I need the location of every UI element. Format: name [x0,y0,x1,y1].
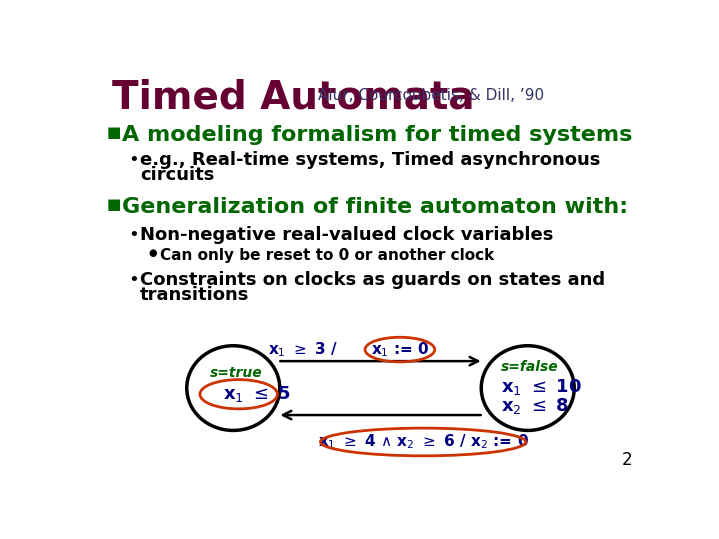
Text: e.g., Real-time systems, Timed asynchronous: e.g., Real-time systems, Timed asynchron… [140,151,600,169]
Text: circuits: circuits [140,167,215,184]
Text: x$_1$ $\geq$ 3 /: x$_1$ $\geq$ 3 / [268,340,338,359]
Text: ■: ■ [107,125,122,140]
Text: x$_1$ := 0: x$_1$ := 0 [370,340,429,359]
Text: ■: ■ [107,197,122,212]
Text: •: • [129,151,139,169]
Text: transitions: transitions [140,286,249,305]
Text: •: • [129,271,139,289]
Text: x$_2$ $\leq$ 8: x$_2$ $\leq$ 8 [500,396,569,416]
Text: s=true: s=true [210,365,262,379]
Text: s=false: s=false [500,360,558,374]
Text: •: • [129,226,139,244]
Text: Alur, Courcoubetis, & Dill, ’90: Alur, Courcoubetis, & Dill, ’90 [319,88,544,103]
Text: Generalization of finite automaton with:: Generalization of finite automaton with: [122,197,628,217]
Text: x$_1$ $\leq$ 10: x$_1$ $\leq$ 10 [500,377,582,397]
Text: Non-negative real-valued clock variables: Non-negative real-valued clock variables [140,226,554,244]
Text: Can only be reset to 0 or another clock: Can only be reset to 0 or another clock [160,248,494,263]
Text: A modeling formalism for timed systems: A modeling formalism for timed systems [122,125,633,145]
Text: Timed Automata: Timed Automata [111,79,474,116]
Text: Constraints on clocks as guards on states and: Constraints on clocks as guards on state… [140,271,605,289]
Text: ●: ● [148,248,157,258]
Text: x$_1$ $\leq$ 5: x$_1$ $\leq$ 5 [223,384,291,404]
Text: 2: 2 [622,451,633,469]
Text: x$_1$ $\geq$ 4 $\wedge$ x$_2$ $\geq$ 6 / x$_2$ := 0: x$_1$ $\geq$ 4 $\wedge$ x$_2$ $\geq$ 6 /… [318,433,528,451]
